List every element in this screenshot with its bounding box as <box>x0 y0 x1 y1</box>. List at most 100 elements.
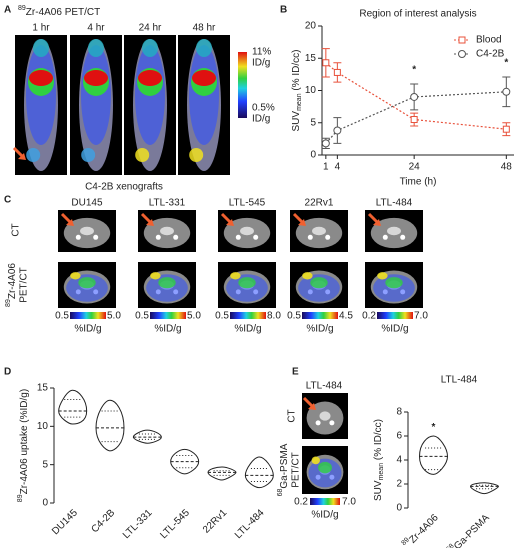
annotation: * <box>412 65 416 76</box>
data-point <box>333 126 342 135</box>
row-label: 89Zr-4A06 <box>5 263 17 307</box>
pet-tumor <box>26 148 41 162</box>
scan-bone <box>155 234 161 240</box>
y-tick-label: 8 <box>396 407 402 418</box>
annotation: * <box>432 422 436 433</box>
supscript: 89 <box>17 494 24 502</box>
text-part: (% ID/cc) <box>291 50 302 94</box>
text-part: Ga-PSMA <box>452 512 492 548</box>
arrow-head <box>18 153 26 160</box>
arrow-head <box>298 219 306 226</box>
colorbar-label: 0.2 <box>294 497 308 508</box>
subscript: mean <box>378 463 385 481</box>
legend-marker <box>458 50 466 58</box>
text-part: Ga-PSMA <box>279 443 290 488</box>
text-part: Zr-4A06 PET/CT <box>26 7 100 18</box>
colorbar <box>377 312 413 319</box>
scan-organ <box>240 226 254 236</box>
supscript: 68 <box>277 489 284 497</box>
pet-signal <box>158 277 176 289</box>
scan-bone <box>329 420 335 426</box>
colorbar <box>302 312 338 319</box>
panel-letter: C <box>4 195 11 206</box>
pet-signal <box>385 277 403 289</box>
scan-bone <box>400 234 406 240</box>
chart-title: LTL-484 <box>441 375 478 386</box>
pet-tumor <box>135 148 150 162</box>
colorbar-label: 7.0 <box>342 497 356 508</box>
timepoint-label: 24 hr <box>139 23 162 34</box>
pet-signal <box>318 461 332 474</box>
violin <box>170 448 200 475</box>
x-tick-label: DU145 <box>50 507 80 537</box>
pet-liver <box>192 70 216 86</box>
colorbar-label: 11% <box>252 47 271 58</box>
timepoint-label: 4 hr <box>87 23 105 34</box>
column-label: DU145 <box>71 198 103 209</box>
text-part: LTL-545 <box>158 507 192 541</box>
colorbar-label: 0.5 <box>287 311 301 322</box>
y-tick-label: 10 <box>305 85 317 96</box>
text-part: Zr-4A06 <box>7 263 18 300</box>
colorbar-label: 0.5 <box>55 311 69 322</box>
y-tick-label: 4 <box>396 455 402 466</box>
pet-tumor <box>81 148 96 162</box>
legend-label: C4-2B <box>476 49 505 60</box>
row-label: 68Ga-PSMA <box>277 443 289 496</box>
y-tick-label: 15 <box>305 53 317 64</box>
violin <box>207 466 237 481</box>
scan-organ <box>312 226 326 236</box>
pet-signal <box>78 277 96 289</box>
column-label: LTL-331 <box>149 198 186 209</box>
colorbar-unit: %ID/g <box>381 324 408 335</box>
y-tick-label: 0 <box>310 150 316 161</box>
violin <box>418 435 449 475</box>
text-part: SUV <box>291 111 302 132</box>
supscript: 68 <box>445 543 456 548</box>
data-point <box>333 68 341 76</box>
colorbar-unit: %ID/g <box>311 510 338 521</box>
text-part: DU145 <box>50 507 80 537</box>
violin <box>132 429 162 444</box>
x-tick-label: C4-2B <box>89 507 117 535</box>
pet-hotspot <box>230 272 241 280</box>
x-tick-label: 68Ga-PSMA <box>445 511 491 548</box>
colorbar-unit: %ID/g <box>154 324 181 335</box>
y-tick-label: 2 <box>396 479 402 490</box>
supscript: 89 <box>401 537 412 548</box>
colorbar-label: 0.5% <box>252 103 275 114</box>
timepoint-label: 1 hr <box>32 23 50 34</box>
y-axis-title: SUVmean (% ID/cc) <box>373 419 386 501</box>
data-point <box>502 125 510 133</box>
colorbar-label: 5.0 <box>187 311 201 322</box>
x-tick-label: 1 <box>323 162 329 173</box>
y-tick-label: 0 <box>396 503 402 514</box>
colorbar-label: ID/g <box>252 58 270 69</box>
y-tick-label: 15 <box>37 383 49 394</box>
colorbar-label: 0.5 <box>135 311 149 322</box>
pet-liver <box>84 70 108 86</box>
pet-hotspot <box>302 272 313 280</box>
x-tick-label: LTL-545 <box>158 507 192 541</box>
x-tick-label: LTL-484 <box>233 507 267 541</box>
colorbar <box>150 312 186 319</box>
column-label: LTL-484 <box>376 198 413 209</box>
y-tick-label: 10 <box>37 421 49 432</box>
scan-organ <box>160 226 174 236</box>
caption: C4-2B xenografts <box>85 182 163 193</box>
column-label: 22Rv1 <box>305 198 334 209</box>
colorbar-unit: %ID/g <box>234 324 261 335</box>
scan-bone <box>235 234 241 240</box>
x-axis-title: Time (h) <box>400 177 437 188</box>
data-point <box>321 139 330 148</box>
chart-title: Region of interest analysis <box>359 9 476 20</box>
pet-hotspot <box>70 272 81 280</box>
pet-signal <box>238 277 256 289</box>
arrow-head <box>146 219 154 226</box>
colorbar <box>230 312 266 319</box>
arrow-head <box>66 219 74 226</box>
panel-letter: B <box>280 5 287 16</box>
violin <box>58 389 88 425</box>
colorbar-unit: %ID/g <box>306 324 333 335</box>
violin <box>469 482 500 495</box>
